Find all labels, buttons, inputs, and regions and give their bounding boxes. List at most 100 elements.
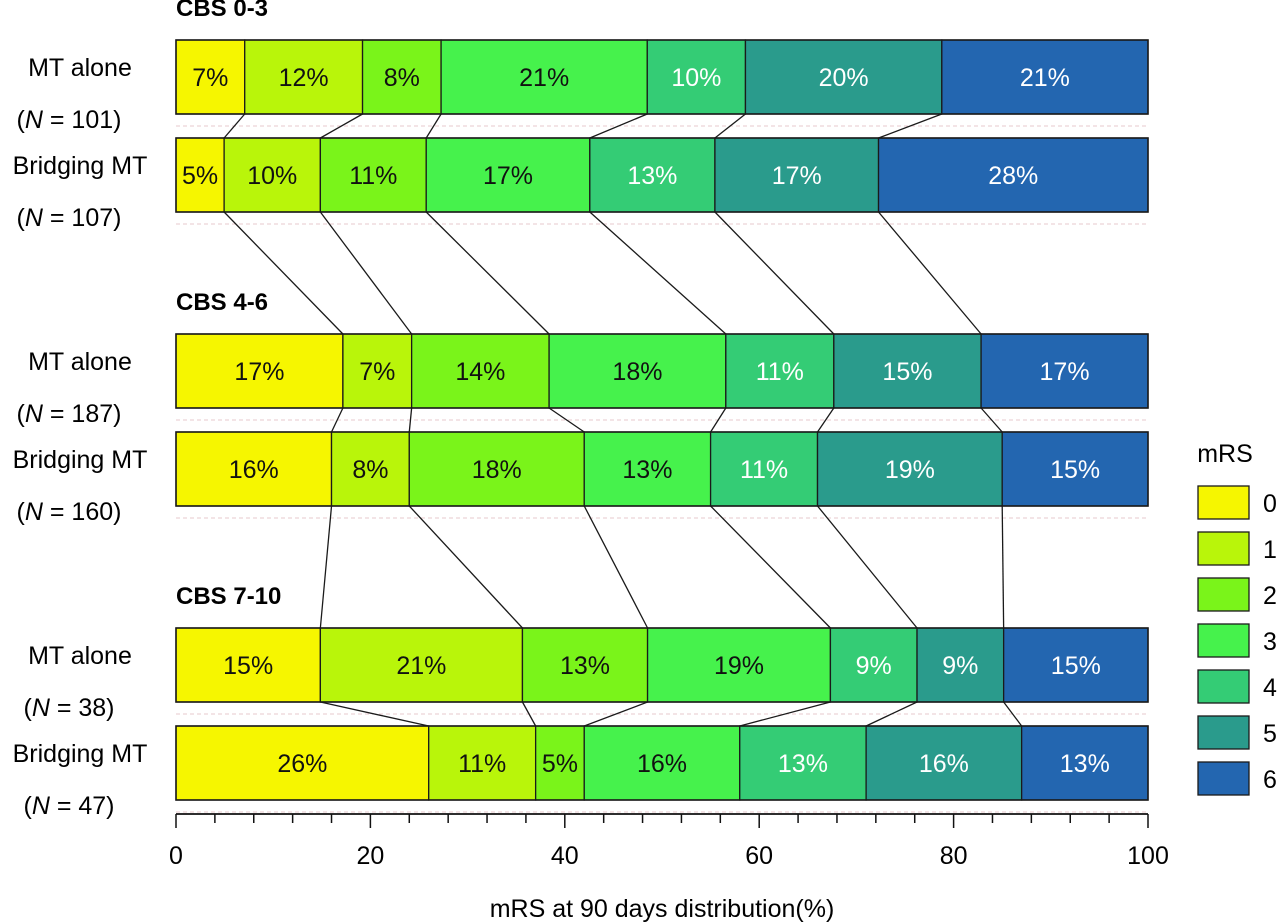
bar-segment-mrs-6 [1001, 431, 1149, 507]
data-label: 13% [622, 456, 672, 484]
connector-line [320, 701, 429, 727]
legend-title: mRS [1197, 440, 1253, 468]
connector-line [425, 211, 550, 335]
data-label: 19% [714, 652, 764, 680]
bar-segment-mrs-6 [1002, 627, 1149, 703]
connector-line [319, 505, 333, 629]
x-axis-title: mRS at 90 days distribution(%) [490, 895, 835, 923]
data-label: 13% [627, 162, 677, 190]
connector-line [817, 505, 918, 629]
bar-segment-mrs-3 [583, 431, 712, 507]
legend-swatch-mrs-3 [1197, 623, 1250, 658]
row-label: Bridging MT [13, 446, 148, 474]
connector-line [223, 211, 344, 335]
row-label: Bridging MT [13, 740, 148, 768]
group-title: CBS 7-10 [176, 583, 281, 610]
connector-line [714, 211, 835, 335]
data-label: 10% [247, 162, 297, 190]
bar-segment-mrs-6 [1020, 725, 1149, 801]
row-n-label: (N = 38) [23, 694, 114, 722]
bar-segment-mrs-2 [534, 725, 585, 801]
bar-frame [175, 333, 1149, 409]
connector-line [583, 505, 649, 629]
row-label: MT alone [28, 348, 132, 376]
data-label: 15% [1051, 652, 1101, 680]
data-label: 8% [352, 456, 388, 484]
data-label: 7% [359, 358, 395, 386]
connector-line [816, 407, 835, 433]
legend-swatch-mrs-6 [1197, 761, 1250, 796]
bar-segment-mrs-3 [548, 333, 727, 409]
data-label: 16% [919, 750, 969, 778]
legend-swatch-mrs-5 [1197, 715, 1250, 750]
bar-segment-mrs-6 [941, 39, 1149, 115]
bar-segment-mrs-5 [916, 627, 1005, 703]
data-label: 17% [234, 358, 284, 386]
bar-frame [175, 431, 1149, 507]
x-tick-label: 60 [745, 842, 773, 870]
bar-segment-mrs-1 [342, 333, 413, 409]
connector-line [330, 407, 344, 433]
bar-segment-mrs-2 [521, 627, 649, 703]
data-label: 13% [560, 652, 610, 680]
legend-label: 4 [1263, 674, 1277, 702]
connector-line [589, 211, 727, 335]
group-title: CBS 0-3 [176, 0, 268, 22]
connector-line [408, 505, 523, 629]
legend-label: 0 [1263, 490, 1277, 518]
data-label: 16% [229, 456, 279, 484]
data-label: 21% [396, 652, 446, 680]
data-label: 18% [612, 358, 662, 386]
connector-line [878, 113, 943, 139]
connector-line [710, 505, 831, 629]
row-separators [176, 125, 1148, 813]
connector-line [1003, 701, 1023, 727]
connector-line [584, 701, 648, 727]
row-n-label: (N = 107) [17, 204, 122, 232]
bar-frame [175, 725, 1149, 801]
connector-line [223, 113, 246, 139]
connector-line [739, 701, 831, 727]
data-label: 21% [1020, 64, 1070, 92]
data-label: 28% [988, 162, 1038, 190]
data-label: 11% [740, 456, 788, 484]
data-label: 13% [1060, 750, 1110, 778]
data-label: 17% [483, 162, 533, 190]
connector-line [320, 113, 363, 139]
data-label: 9% [856, 652, 892, 680]
data-label: 18% [472, 456, 522, 484]
data-label: 12% [279, 64, 329, 92]
row-labels: CBS 0-3 CBS 4-6 CBS 7-10 MT alone (N = 101) B… [13, 0, 282, 820]
row-label: MT alone [28, 642, 132, 670]
bar-segment-mrs-2 [319, 137, 427, 213]
data-label: 15% [882, 358, 932, 386]
connector-line [714, 113, 746, 139]
x-tick-label: 80 [940, 842, 968, 870]
row-n-label: (N = 160) [17, 498, 122, 526]
data-label: 21% [519, 64, 569, 92]
connector-lines [223, 113, 1023, 727]
data-label: 5% [542, 750, 578, 778]
data-label: 5% [182, 162, 218, 190]
data-label: 17% [1040, 358, 1090, 386]
data-label: 11% [756, 358, 804, 386]
connector-line [710, 407, 727, 433]
bar-segment-mrs-1 [223, 137, 322, 213]
group-title: CBS 4-6 [176, 289, 268, 316]
bars: 7% 12% 8% 21% 10% 20% 21% 5% 10% 11% 17% 13% 17% 28% 1… [175, 39, 1149, 801]
bar-segment-mrs-6 [877, 137, 1149, 213]
legend-label: 3 [1263, 628, 1277, 656]
data-label: 26% [277, 750, 327, 778]
bar-segment-mrs-4 [646, 39, 747, 115]
legend-swatch-mrs-0 [1197, 485, 1250, 520]
connector-line [425, 113, 442, 139]
bar-segment-mrs-2 [361, 39, 442, 115]
data-label: 17% [772, 162, 822, 190]
data-label: 16% [637, 750, 687, 778]
legend-label: 6 [1263, 766, 1277, 794]
data-label: 11% [349, 162, 397, 190]
x-tick-label: 40 [551, 842, 579, 870]
connector-line [548, 407, 585, 433]
bar-segment-mrs-0 [175, 137, 225, 213]
